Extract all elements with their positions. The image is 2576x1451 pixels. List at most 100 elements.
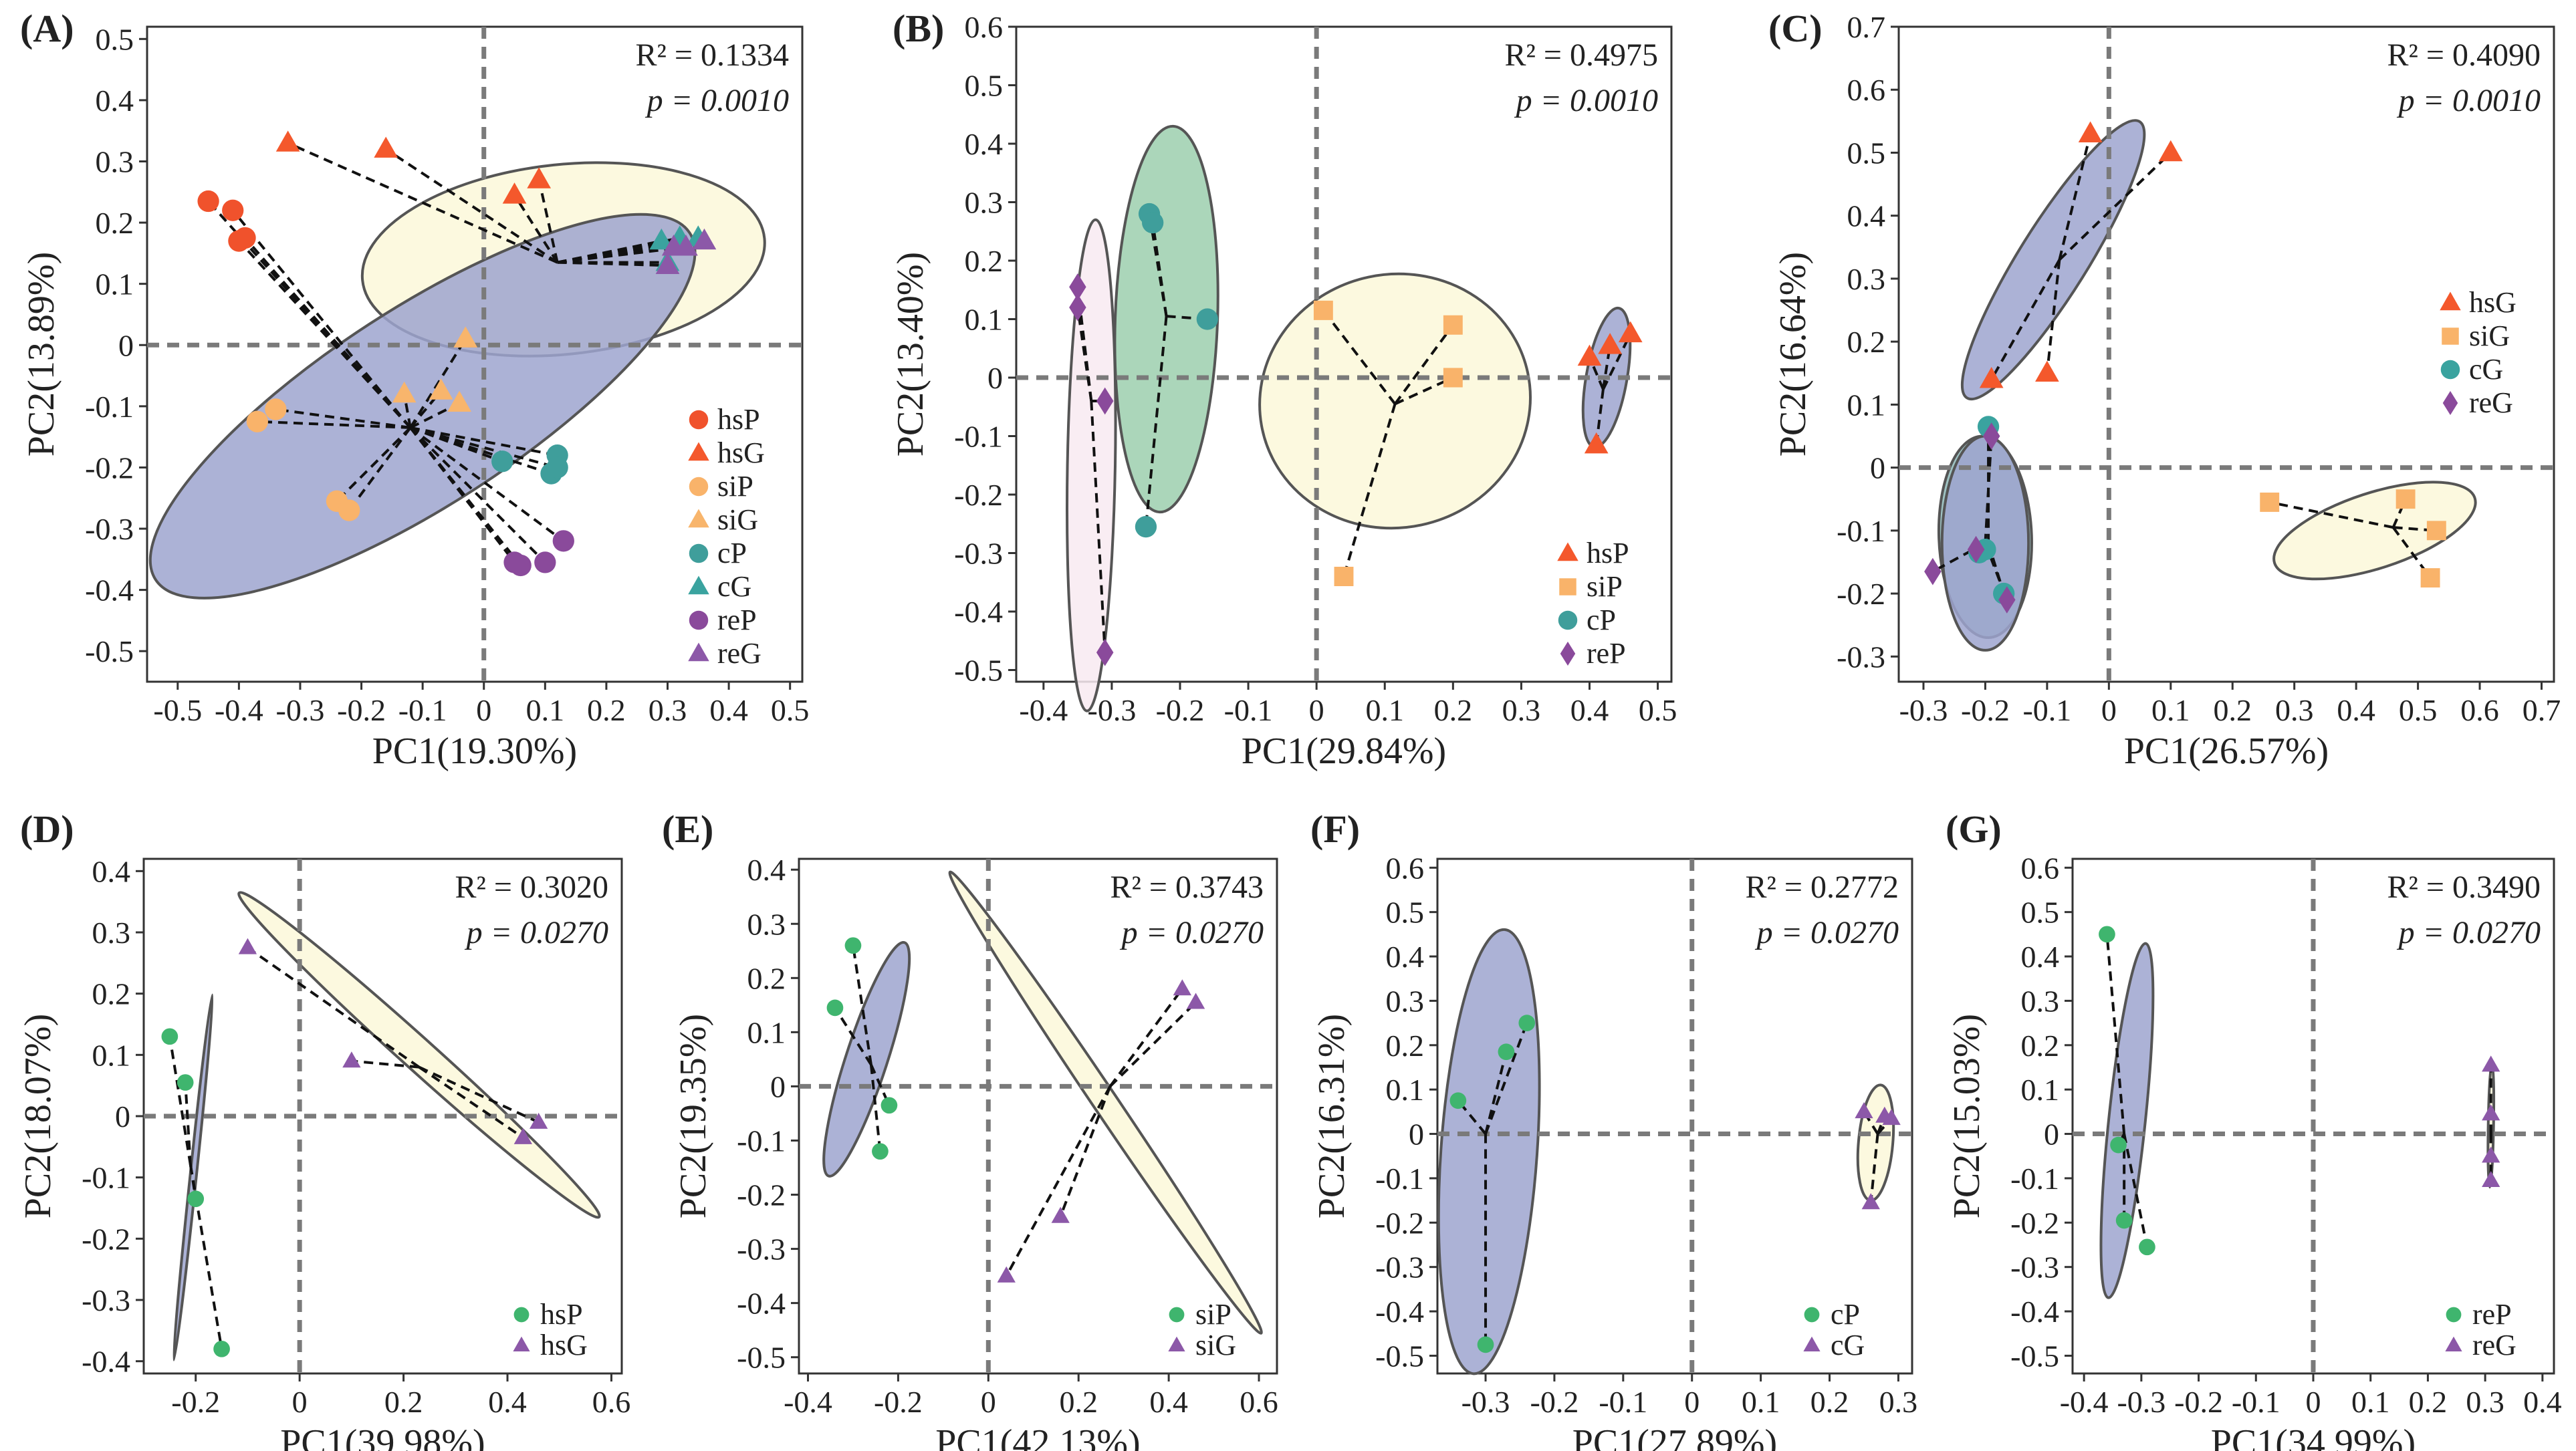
point-hsg [2158,140,2183,162]
x-tick-label: 0.6 [2460,693,2499,727]
point-cp [1196,308,1218,330]
panel-b: (B)-0.4 -0.3 -0.2 -0.1 0 0.1 0.2 0.3 0.4 0.5-0.5-… [890,7,1677,772]
point-hsg [238,938,257,954]
point-cg [649,228,674,250]
point-sig [2420,568,2440,587]
spider-line [2269,501,2394,529]
spider-line [409,426,516,563]
point-rep [2099,926,2115,943]
spider-line [184,1082,192,1166]
spider-line [851,945,872,1065]
panel-e: (E) -0.4 -0.2 0 0.2 0.4 0.6 -0.5 -0.4 -0.3 -0.2 -0.… [662,807,1278,1451]
spider-line [257,420,411,429]
y-tick-label: -0.2 [85,450,134,485]
point-reg [1967,535,1985,563]
y-tick-label: 0.1 [2021,1073,2060,1107]
point-sig [1051,1206,1070,1223]
p-value: p = 0.0270 [1755,915,1899,950]
ellipse-hsg [237,891,601,1219]
y-axis-label: PC2(13.89%) [21,252,62,456]
r2-value: R² = 0.4975 [1505,37,1658,73]
point-hsg [530,1112,548,1129]
y-tick-label: 0.3 [965,186,1004,220]
y-tick-label: -0.4 [1375,1295,1424,1329]
spider-line [538,179,559,263]
x-tick-label: 0 [476,693,491,727]
y-tick-label: 0.2 [965,244,1004,278]
point-reg [1982,422,2000,450]
x-tick-label: 0.6 [592,1385,631,1419]
p-value: p = 0.0010 [1514,83,1658,118]
x-tick-label: -0.1 [2022,693,2071,727]
spider-line [1394,376,1454,406]
point-sig [453,326,478,348]
x-axis-label: PC1(39.98%) [280,1422,485,1451]
point-reg [1998,586,2016,614]
panel-d: (D) -0.2 0 0.2 0.4 0.6 -0.4 -0.3 -0.2 -0.1 0 0.1 0.2… [17,807,630,1451]
y-tick-label: 0.4 [2021,940,2060,974]
spider-line [2105,934,2126,1134]
y-tick-label: -0.2 [82,1222,130,1256]
x-tick-label: 0 [1684,1385,1700,1419]
y-tick-label: 0.6 [1847,73,1886,107]
point-sip [1313,300,1333,320]
y-tick-label: 0.6 [1386,851,1425,885]
ellipse-cp [1437,928,1541,1375]
spider-line [1059,1085,1112,1217]
point-reg [2482,1104,2500,1121]
point-sig [2395,489,2416,509]
y-axis-label: PC2(19.35%) [673,1014,714,1218]
point-sip [844,937,862,954]
point-sig [447,390,471,412]
spider-line [237,240,412,429]
x-tick-label: -0.1 [2232,1385,2280,1419]
y-tick-label: -0.1 [1375,1162,1424,1196]
spider-line [409,402,460,429]
legend-label-hsp: hsP [540,1298,583,1331]
y-tick-label: 0.3 [96,144,134,178]
spider-line [409,338,467,428]
x-tick-label: -0.2 [1961,693,2010,727]
spider-line [168,1036,192,1166]
spider-line [409,426,564,542]
legend-label-cg: cG [2469,353,2503,386]
legend-marker-hsp [513,1307,530,1323]
spider-line [1602,333,1632,390]
y-tick-label: 0.2 [96,206,134,240]
p-value: p = 0.0270 [2397,915,2541,950]
legend-marker-hsp [1557,542,1578,561]
spider-line [2391,498,2407,528]
legend-marker-sip [689,477,709,497]
point-sig [997,1266,1016,1283]
legend-label-sip: siP [717,470,753,503]
x-tick-label: 0.5 [2399,693,2438,727]
ellipse-rep [2099,942,2155,1299]
x-tick-label: 0 [2306,1385,2321,1419]
point-cp [1498,1043,1515,1061]
y-tick-label: 0 [770,1069,786,1103]
legend-label-hsg: hsG [717,436,765,469]
legend-marker-rep [2446,1307,2462,1323]
spider-line [385,148,558,264]
y-tick-label: -0.1 [1837,514,1885,548]
plot-frame [1897,25,2555,683]
point-rep [1096,638,1114,666]
spider-line [1005,1085,1112,1277]
point-reg [655,253,680,274]
y-axis-label: PC2(13.40%) [890,252,931,456]
point-hsp [234,227,256,249]
point-cg [1855,1102,1873,1119]
plot-frame [798,858,1278,1375]
point-cp [491,450,513,473]
point-sig [429,378,453,400]
legend-label-rep: reP [717,604,757,636]
spider-line [834,1007,872,1066]
point-sip [826,999,844,1017]
x-tick-label: 0.2 [2409,1385,2448,1419]
x-tick-label: 0.1 [1366,693,1405,727]
y-tick-label: -0.4 [85,573,134,608]
legend-label-sig: siG [1195,1329,1236,1361]
point-sig [392,381,417,403]
